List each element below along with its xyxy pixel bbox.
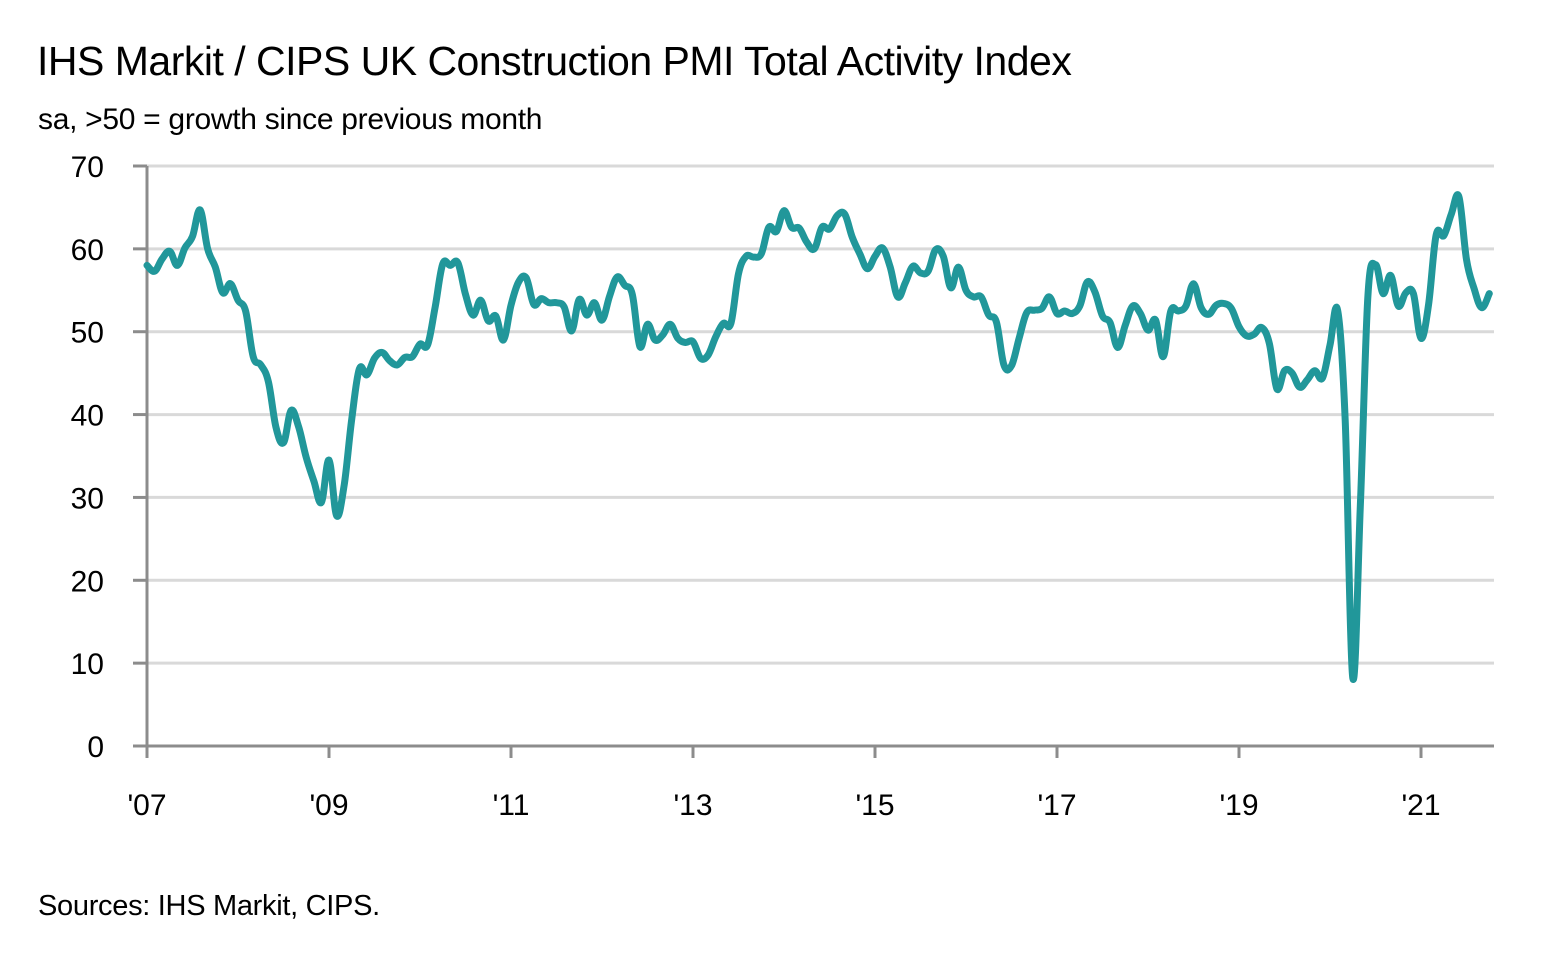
x-tick-label: '15 bbox=[855, 789, 894, 822]
x-tick-label: '07 bbox=[127, 789, 166, 822]
series-layer bbox=[143, 191, 1493, 683]
chart-source: Sources: IHS Markit, CIPS. bbox=[38, 890, 380, 922]
y-tick-label: 60 bbox=[71, 234, 104, 267]
y-tick-label: 10 bbox=[71, 648, 104, 681]
x-tick-label: '09 bbox=[309, 789, 348, 822]
y-tick-label: 30 bbox=[71, 482, 104, 515]
gridlines bbox=[147, 164, 1494, 665]
y-tick-label: 40 bbox=[71, 400, 104, 433]
y-tick-label: 70 bbox=[71, 151, 104, 184]
y-tick-label: 50 bbox=[71, 317, 104, 350]
x-tick-label: '17 bbox=[1037, 789, 1076, 822]
chart-title: IHS Markit / CIPS UK Construction PMI To… bbox=[37, 38, 1072, 84]
series-line bbox=[143, 191, 1493, 683]
x-tick-label: '21 bbox=[1401, 789, 1440, 822]
x-tick-label: '13 bbox=[673, 789, 712, 822]
x-tick-label: '11 bbox=[493, 789, 530, 822]
y-axis-ticks: 0 10 20 30 40 50 60 70 bbox=[71, 151, 147, 764]
y-tick-label: 20 bbox=[71, 565, 104, 598]
chart-subtitle: sa, >50 = growth since previous month bbox=[38, 103, 543, 136]
x-tick-label: '19 bbox=[1219, 789, 1258, 822]
x-axis-ticks: '07 '09 '11 '13 '15 '17 '19 '21 bbox=[127, 746, 1441, 822]
y-tick-label: 0 bbox=[87, 731, 104, 764]
